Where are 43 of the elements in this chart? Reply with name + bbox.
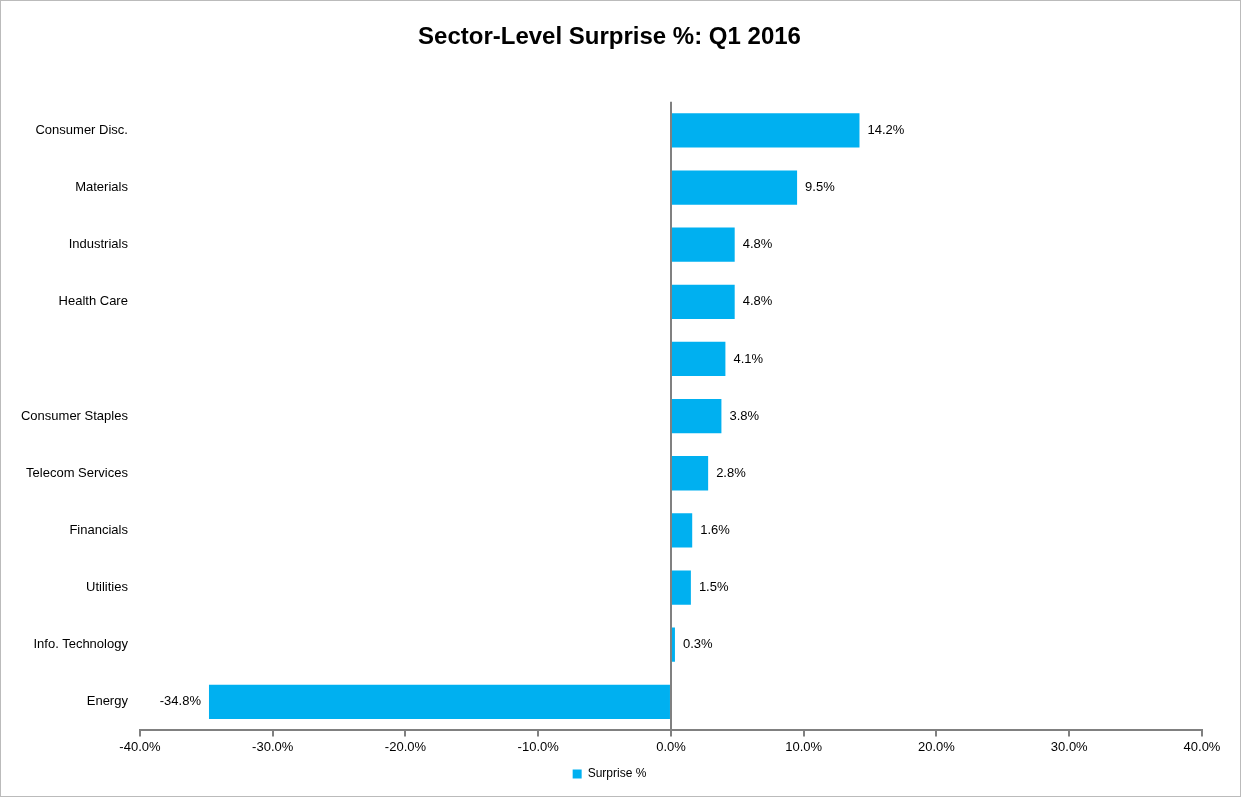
bar [671,570,691,605]
bar [671,341,726,377]
bar [671,513,693,548]
bar [671,284,735,319]
x-tick-label: -10.0% [517,738,560,754]
y-tick-label: Health Care [58,293,128,309]
y-tick-label: Materials [75,179,129,195]
x-tick-label: 20.0% [918,738,956,754]
bar [671,170,798,205]
data-label: 9.5% [805,179,836,195]
bar [208,684,670,719]
y-tick-label: Consumer Disc. [35,121,128,137]
data-label: 4.8% [742,236,773,252]
y-tick-label: Consumer Staples [20,407,129,423]
data-label: 3.8% [729,407,760,423]
x-tick-label: 10.0% [785,738,823,754]
legend-label: Surprise % [587,766,647,781]
x-tick-label: 30.0% [1050,738,1089,754]
x-tick-label: -30.0% [252,738,294,754]
y-tick-label: Energy [86,693,129,709]
x-tick-label: -40.0% [119,738,161,754]
bar [671,113,860,148]
x-tick-label: 40.0% [1183,738,1221,754]
data-label: 0.3% [682,636,714,652]
bar [671,456,709,491]
y-tick-label: Telecom Services [26,464,129,480]
bar [671,627,675,662]
bar [671,227,735,262]
x-tick-label: -20.0% [384,738,427,754]
x-tick-label: 0.0% [656,738,687,754]
y-tick-label: Industrials [68,236,129,252]
data-label: 1.5% [698,579,729,595]
data-label: 4.8% [742,293,773,309]
y-tick-label: Financials [69,521,129,537]
chart-title: Sector-Level Surprise %: Q1 2016 [418,22,801,50]
y-tick-label: Info. Technology [33,636,129,652]
data-label: 14.2% [867,121,905,137]
bar [671,398,722,434]
y-tick-label: Utilities [86,579,129,595]
data-label: 2.8% [716,464,747,480]
data-label: -34.8% [159,693,202,709]
data-label: 1.6% [700,521,731,537]
data-label: 4.1% [733,350,764,366]
